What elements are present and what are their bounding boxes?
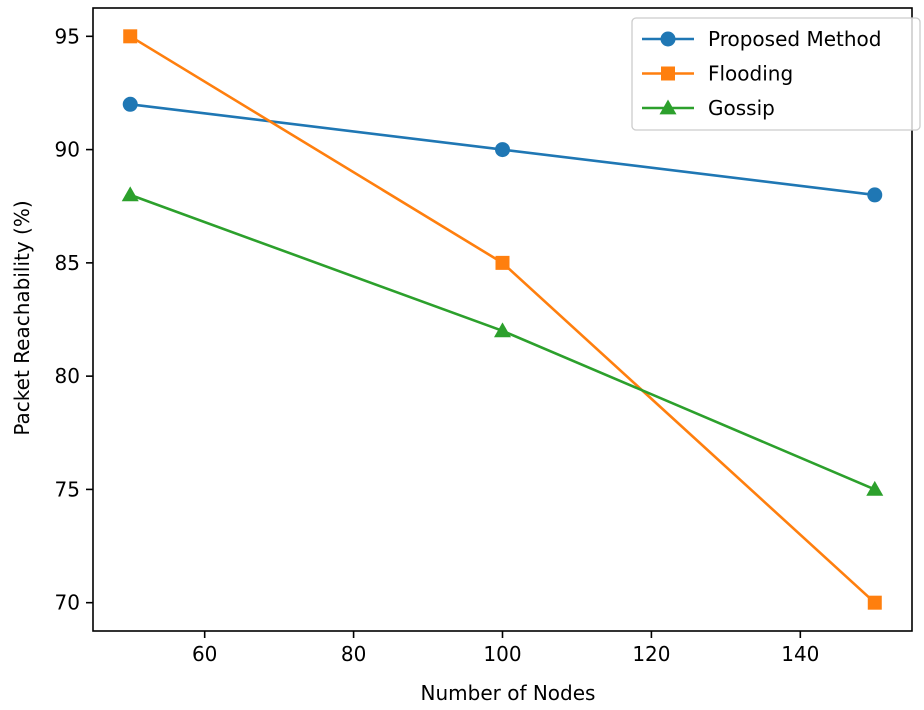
y-tick-label-70: 70 xyxy=(55,591,80,615)
x-tick-label-60: 60 xyxy=(192,642,217,666)
legend: Proposed Method Flooding Gossip xyxy=(631,17,921,131)
data-point-proposed-method-3 xyxy=(867,187,883,203)
series-gossip xyxy=(121,186,884,496)
y-tick-label-95: 95 xyxy=(55,24,80,48)
data-point-gossip-2 xyxy=(494,322,511,338)
x-axis-label: Number of Nodes xyxy=(421,681,596,705)
data-point-gossip-3 xyxy=(866,480,884,496)
y-tick-label-90: 90 xyxy=(55,138,80,162)
data-point-proposed-method-2 xyxy=(495,142,510,158)
legend-label-proposed-method: Proposed Method xyxy=(708,27,881,51)
data-point-flooding-2 xyxy=(495,255,510,270)
legend-item-flooding: Flooding xyxy=(642,62,793,86)
legend-marker-proposed-method xyxy=(660,31,676,47)
y-tick-label-80: 80 xyxy=(55,364,80,388)
series-layer xyxy=(121,29,884,610)
legend-label-gossip: Gossip xyxy=(708,96,775,120)
legend-marker-flooding xyxy=(661,66,675,81)
series-flooding xyxy=(123,29,882,610)
data-point-flooding-1 xyxy=(123,29,138,44)
legend-label-flooding: Flooding xyxy=(708,62,793,86)
x-tick-label-140: 140 xyxy=(781,642,819,666)
data-point-proposed-method-1 xyxy=(122,96,138,112)
y-tick-label-85: 85 xyxy=(55,251,80,275)
x-tick-label-80: 80 xyxy=(341,642,366,666)
axes-layer: 60 80 100 120 140 70 75 80 85 90 95 xyxy=(55,7,913,666)
data-point-gossip-1 xyxy=(121,186,139,202)
y-axis-label: Packet Reachability (%) xyxy=(10,200,34,435)
data-point-flooding-3 xyxy=(867,595,882,610)
x-tick-label-100: 100 xyxy=(483,642,521,666)
y-tick-label-75: 75 xyxy=(55,477,80,501)
legend-marker-gossip xyxy=(659,99,677,115)
x-tick-label-120: 120 xyxy=(632,642,670,666)
legend-item-proposed-method: Proposed Method xyxy=(642,27,881,51)
legend-box xyxy=(631,17,921,131)
series-proposed-method xyxy=(122,96,883,203)
legend-item-gossip: Gossip xyxy=(642,96,775,120)
